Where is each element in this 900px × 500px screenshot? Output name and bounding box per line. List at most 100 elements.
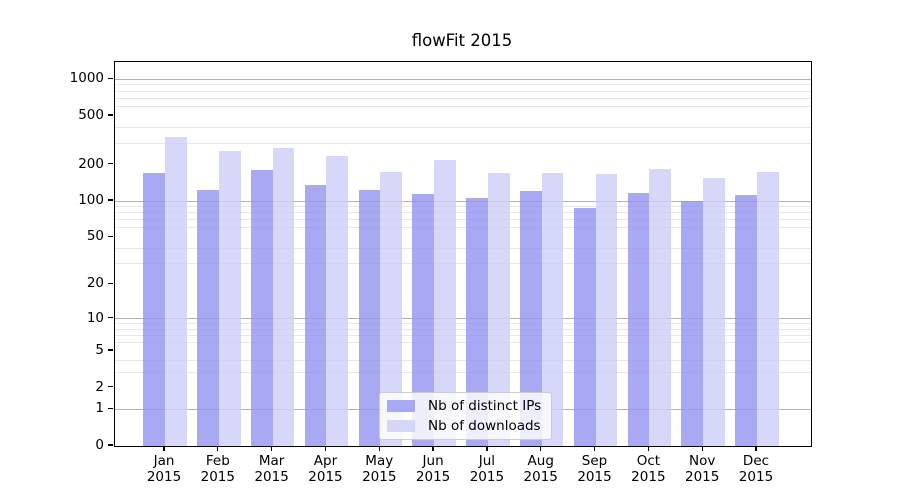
- x-tick: [647, 446, 649, 452]
- bar-ips-apr: [304, 184, 327, 446]
- y-tick: [108, 282, 114, 285]
- month-label: Feb: [205, 453, 230, 469]
- bar-downloads-nov: [703, 178, 725, 446]
- y-tick-label: 1000: [69, 70, 104, 87]
- gridline-minor: [115, 248, 811, 250]
- bar-ips-may: [358, 190, 381, 446]
- bar-ips-oct: [627, 193, 650, 446]
- gridline-major: [115, 318, 811, 320]
- month-label: Apr: [313, 453, 338, 469]
- gridline-minor: [115, 127, 811, 129]
- x-tick: [701, 446, 703, 452]
- gridline-minor: [115, 219, 811, 221]
- year-label: 2015: [254, 469, 289, 485]
- legend: Nb of distinct IPs Nb of downloads: [379, 392, 553, 440]
- year-label: 2015: [684, 469, 720, 485]
- month-label: Oct: [636, 453, 661, 469]
- month-label: Dec: [742, 453, 770, 469]
- x-tick: [378, 446, 380, 452]
- bar-downloads-oct: [649, 168, 672, 446]
- bar-downloads-jun: [434, 159, 456, 446]
- y-tick-label: 500: [78, 107, 104, 124]
- gridline-minor: [115, 342, 811, 344]
- x-tick-label: Apr 2015: [292, 453, 358, 485]
- x-tick: [486, 446, 488, 452]
- bar-ips-nov: [681, 201, 704, 446]
- gridline-minor: [115, 227, 811, 229]
- y-tick: [108, 317, 114, 319]
- gridline-minor: [115, 263, 811, 265]
- y-tick: [108, 235, 114, 237]
- x-tick: [540, 446, 542, 452]
- x-tick: [593, 446, 596, 452]
- bar-ips-aug: [520, 191, 542, 446]
- x-tick: [324, 446, 327, 452]
- legend-entry-downloads: Nb of downloads: [387, 418, 541, 434]
- x-tick-label: Sep 2015: [562, 453, 628, 485]
- x-tick: [270, 446, 273, 452]
- legend-swatch-downloads: [387, 420, 415, 432]
- bar-downloads-jan: [165, 137, 187, 446]
- x-tick-label: May 2015: [346, 453, 412, 485]
- year-label: 2015: [362, 469, 397, 485]
- y-tick: [108, 114, 114, 116]
- x-tick: [217, 446, 219, 452]
- gridline-minor: [115, 84, 811, 86]
- y-tick: [108, 199, 114, 201]
- bar-ips-jan: [143, 173, 165, 446]
- y-tick-label: 100: [78, 192, 104, 209]
- gridline-minor: [115, 360, 811, 362]
- x-tick: [163, 446, 165, 452]
- year-label: 2015: [631, 469, 666, 485]
- y-tick-label: 10: [86, 309, 104, 326]
- legend-swatch-distinct-ips: [387, 400, 415, 412]
- gridline-minor: [115, 105, 811, 107]
- y-tick: [108, 386, 114, 388]
- x-tick: [755, 446, 757, 452]
- x-tick-label: Dec 2015: [723, 453, 789, 485]
- bar-ips-dec: [735, 194, 757, 446]
- bar-downloads-jul: [487, 172, 510, 446]
- x-tick-label: Jan 2015: [131, 453, 197, 485]
- y-tick: [108, 444, 114, 446]
- gridline-minor: [115, 97, 811, 99]
- bar-downloads-apr: [326, 156, 349, 446]
- gridline-minor: [115, 323, 811, 325]
- bar-ips-jun: [412, 194, 435, 446]
- gridline-major: [115, 78, 811, 80]
- y-tick-label: 200: [78, 155, 104, 172]
- plot-area: [114, 61, 812, 447]
- month-label: Nov: [688, 453, 716, 469]
- x-tick-label: Jul 2015: [454, 453, 520, 485]
- month-label: Jun: [422, 453, 444, 469]
- y-tick: [108, 407, 114, 409]
- gridline-major: [115, 200, 811, 202]
- bar-downloads-feb: [218, 151, 241, 446]
- y-tick-label: 1: [95, 400, 104, 417]
- year-label: 2015: [469, 469, 505, 485]
- gridline-minor: [115, 335, 811, 337]
- legend-entry-distinct-ips: Nb of distinct IPs: [387, 398, 541, 414]
- gridline-minor: [115, 142, 811, 144]
- y-tick-label: 2: [95, 378, 104, 395]
- gridline-minor: [115, 206, 811, 208]
- x-tick: [432, 446, 434, 452]
- month-label: Mar: [258, 453, 285, 469]
- year-label: 2015: [146, 469, 182, 485]
- y-tick-label: 5: [95, 341, 104, 358]
- x-tick-label: Nov 2015: [669, 453, 735, 485]
- y-tick-label: 20: [86, 275, 104, 292]
- year-label: 2015: [523, 469, 558, 485]
- gridline-minor: [115, 328, 811, 330]
- y-tick: [108, 349, 114, 351]
- x-tick-label: Feb 2015: [185, 453, 251, 485]
- year-label: 2015: [577, 469, 612, 485]
- y-tick-label: 50: [86, 228, 104, 245]
- y-tick-label: 0: [95, 437, 104, 453]
- year-label: 2015: [200, 469, 235, 485]
- bar-ips-mar: [250, 170, 273, 446]
- x-tick-label: Jun 2015: [400, 453, 466, 485]
- x-tick-label: Aug 2015: [508, 453, 574, 485]
- bar-ips-sep: [573, 207, 596, 446]
